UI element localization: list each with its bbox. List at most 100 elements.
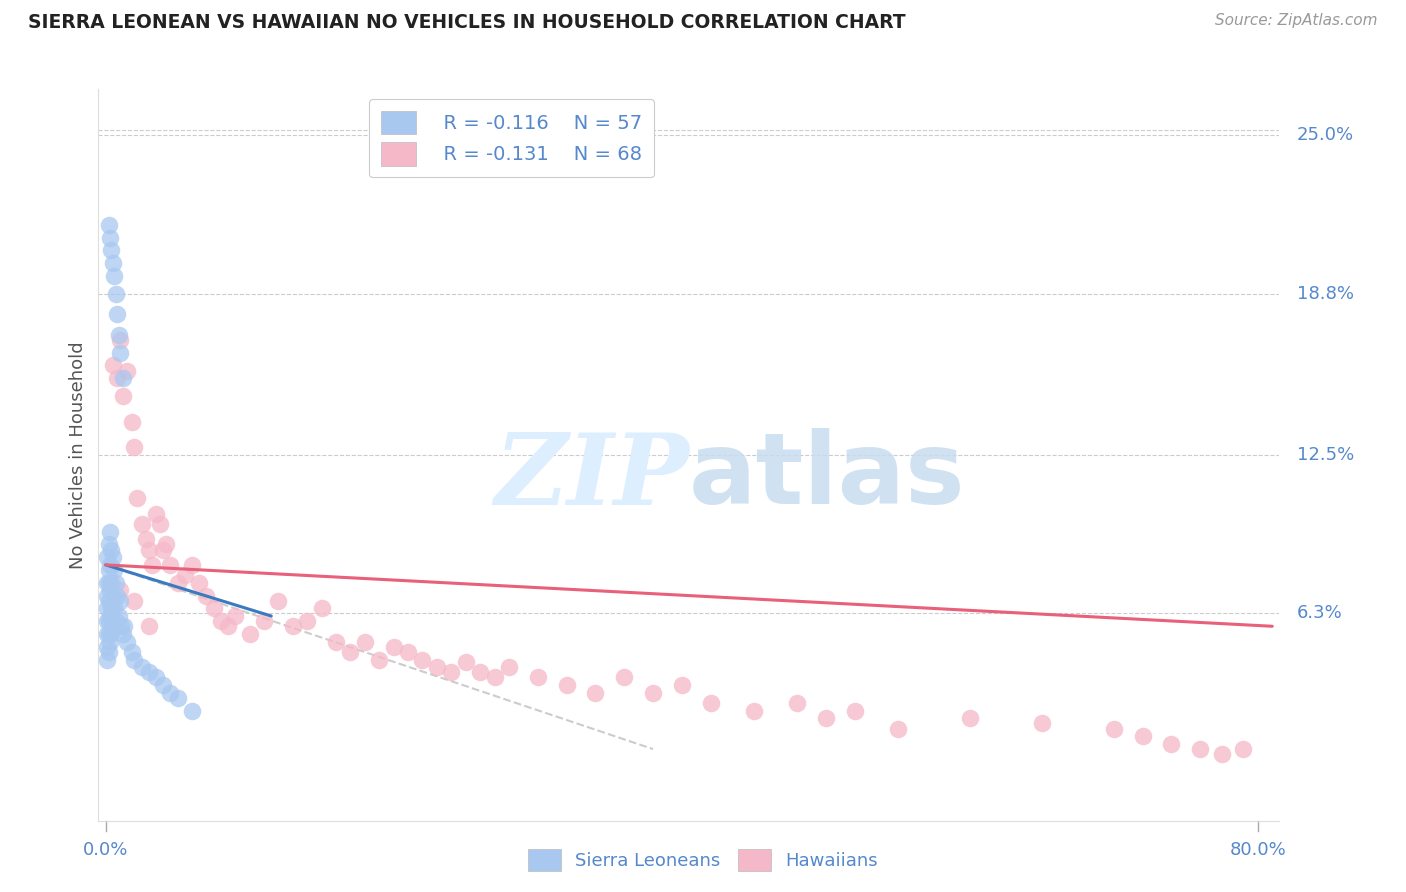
- Point: [107, 609, 129, 624]
- Point: [115, 634, 138, 648]
- Point: [121, 645, 143, 659]
- Point: [115, 363, 138, 377]
- Point: [426, 660, 449, 674]
- Point: [468, 665, 491, 680]
- Point: [105, 307, 128, 321]
- Point: [1232, 742, 1254, 756]
- Point: [138, 619, 160, 633]
- Point: [112, 619, 135, 633]
- Point: [555, 678, 578, 692]
- Point: [526, 670, 548, 684]
- Point: [181, 704, 204, 718]
- Point: [325, 634, 347, 648]
- Point: [100, 575, 122, 590]
- Point: [103, 563, 125, 577]
- Text: 12.5%: 12.5%: [1296, 446, 1354, 464]
- Point: [97, 614, 120, 628]
- Point: [887, 722, 910, 736]
- Text: atlas: atlas: [689, 428, 966, 525]
- Point: [173, 568, 195, 582]
- Point: [97, 593, 120, 607]
- Text: 80.0%: 80.0%: [1229, 841, 1286, 859]
- Point: [107, 327, 129, 342]
- Point: [108, 345, 131, 359]
- Point: [440, 665, 463, 680]
- Point: [396, 645, 419, 659]
- Point: [135, 533, 157, 547]
- Point: [96, 589, 118, 603]
- Point: [152, 678, 174, 692]
- Point: [96, 652, 118, 666]
- Text: ZIP: ZIP: [494, 429, 689, 525]
- Point: [97, 575, 120, 590]
- Point: [209, 614, 232, 628]
- Point: [97, 563, 120, 577]
- Point: [382, 640, 405, 654]
- Point: [641, 686, 664, 700]
- Point: [145, 670, 167, 684]
- Point: [613, 670, 636, 684]
- Point: [742, 704, 765, 718]
- Text: Source: ZipAtlas.com: Source: ZipAtlas.com: [1215, 13, 1378, 29]
- Point: [281, 619, 304, 633]
- Point: [267, 593, 290, 607]
- Point: [671, 678, 693, 692]
- Point: [339, 645, 361, 659]
- Point: [1031, 716, 1053, 731]
- Point: [97, 218, 120, 232]
- Point: [814, 711, 837, 725]
- Point: [97, 537, 120, 551]
- Point: [111, 371, 134, 385]
- Point: [108, 333, 131, 347]
- Point: [1132, 729, 1154, 743]
- Point: [121, 415, 143, 429]
- Legend:   R = -0.116    N = 57,   R = -0.131    N = 68: R = -0.116 N = 57, R = -0.131 N = 68: [370, 99, 654, 178]
- Text: 6.3%: 6.3%: [1296, 605, 1343, 623]
- Point: [138, 542, 160, 557]
- Point: [138, 665, 160, 680]
- Text: 18.8%: 18.8%: [1296, 285, 1354, 302]
- Point: [152, 542, 174, 557]
- Point: [188, 575, 211, 590]
- Point: [98, 634, 121, 648]
- Point: [149, 516, 172, 531]
- Point: [98, 524, 121, 539]
- Point: [959, 711, 981, 725]
- Point: [97, 627, 120, 641]
- Point: [96, 627, 118, 641]
- Point: [104, 575, 127, 590]
- Point: [110, 619, 132, 633]
- Point: [96, 640, 118, 654]
- Point: [100, 542, 122, 557]
- Point: [166, 575, 188, 590]
- Point: [1189, 742, 1212, 756]
- Point: [124, 652, 146, 666]
- Point: [108, 583, 131, 598]
- Point: [98, 558, 121, 572]
- Point: [124, 440, 146, 454]
- Point: [786, 696, 808, 710]
- Point: [100, 601, 122, 615]
- Point: [105, 371, 128, 385]
- Point: [484, 670, 506, 684]
- Point: [583, 686, 606, 700]
- Point: [101, 256, 124, 270]
- Point: [111, 389, 134, 403]
- Legend: Sierra Leoneans, Hawaiians: Sierra Leoneans, Hawaiians: [520, 842, 886, 879]
- Point: [159, 558, 181, 572]
- Point: [224, 609, 246, 624]
- Point: [166, 690, 188, 705]
- Point: [101, 359, 124, 373]
- Point: [1160, 737, 1182, 751]
- Point: [454, 655, 477, 669]
- Point: [108, 593, 131, 607]
- Point: [411, 652, 433, 666]
- Point: [155, 537, 177, 551]
- Point: [368, 652, 391, 666]
- Point: [111, 627, 134, 641]
- Point: [239, 627, 262, 641]
- Point: [105, 589, 128, 603]
- Point: [104, 286, 127, 301]
- Point: [101, 589, 124, 603]
- Point: [1211, 747, 1233, 761]
